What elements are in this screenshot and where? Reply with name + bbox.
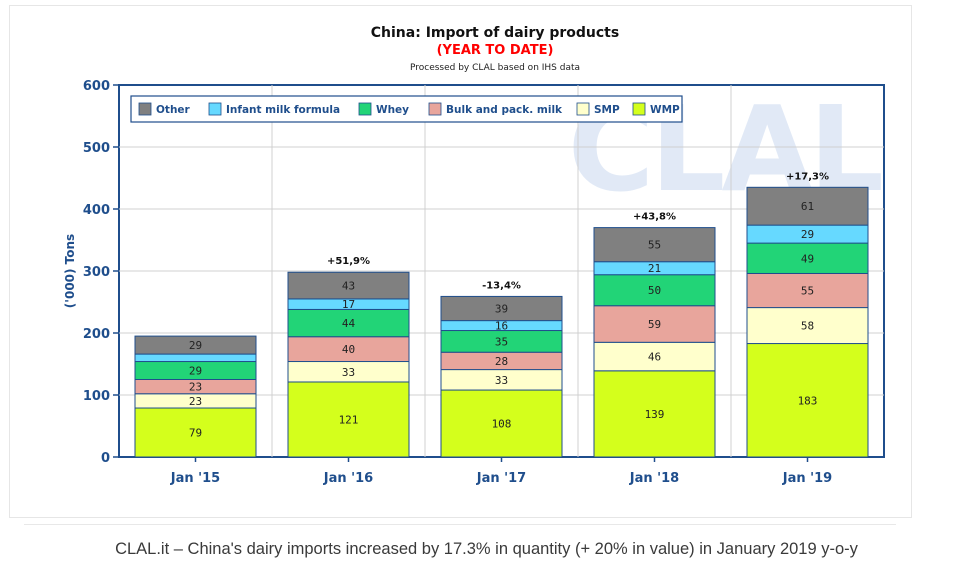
bar-segment [593,370,716,458]
bar-segment [134,353,257,363]
segment-value-label: 79 [189,427,202,440]
segment-value-label: 55 [648,239,661,252]
x-tick-label: Jan '16 [323,471,373,486]
legend-swatch [632,102,646,116]
growth-label: +51,9% [327,256,370,267]
legend-swatch [138,102,152,116]
segment-value-label: 29 [189,339,202,352]
segment-value-label: 50 [648,284,661,297]
legend-swatch [208,102,222,116]
bar-segment [440,295,563,322]
bar-segment [287,308,410,338]
bar-segment [593,274,716,307]
chart-source-note: Processed by CLAL based on IHS data [410,63,580,73]
bar-segment [287,271,410,300]
segment-value-label: 33 [342,366,355,379]
bar-segment [746,186,869,226]
segment-value-label: 35 [495,335,508,348]
bar-segment [287,381,410,458]
y-tick-label: 500 [83,141,110,156]
segment-value-label: 183 [798,394,818,407]
bar-segment [134,335,257,355]
bar-segment [287,336,410,363]
legend-label: Infant milk formula [226,104,340,116]
segment-value-label: 44 [342,317,356,330]
x-tick-label: Jan '18 [629,471,679,486]
y-tick-label: 600 [83,79,110,94]
caption-divider [24,524,896,525]
axis-layer: 0 100 200 300 400 500 600 Jan '15 Jan '16 Jan '17… [83,79,832,486]
y-tick-label: 300 [83,265,110,280]
bar-segment [746,242,869,274]
legend-swatch [358,102,372,116]
legend: Other Infant milk formula Whey Bulk and pac… [130,95,683,123]
legend-label: WMP [650,104,680,116]
segment-value-label: 40 [342,343,355,356]
caption: CLAL.it – China's dairy imports increase… [115,540,858,558]
chart-subtitle: (YEAR TO DATE) [437,43,554,58]
segment-value-label: 23 [189,395,202,408]
segment-value-label: 121 [339,413,359,426]
chart: China: Import of dairy products (YEAR TO… [63,25,885,486]
growth-label: +43,8% [633,212,676,223]
legend-label: Whey [376,104,409,116]
segment-value-label: 43 [342,280,355,293]
segment-value-label: 23 [189,381,202,394]
bar-segment [593,305,716,343]
legend-label: Other [156,104,191,116]
y-tick-label: 200 [83,327,110,342]
segment-value-label: 28 [495,355,508,368]
segment-value-label: 58 [801,320,814,333]
y-tick-label: 100 [83,389,110,404]
y-tick-label: 0 [101,451,110,466]
legend-swatch [576,102,590,116]
segment-value-label: 39 [495,303,508,316]
segment-value-label: 49 [801,252,814,265]
legend-label: Bulk and pack. milk [446,104,563,116]
segment-value-label: 59 [648,318,661,331]
legend-label: SMP [594,104,620,116]
bar-segment [746,307,869,345]
segment-value-label: 17 [342,298,355,311]
segment-value-label: 55 [801,285,814,298]
bar-segment [593,227,716,263]
bar-segment [593,341,716,372]
legend-box [130,95,683,123]
growth-label: -13,4% [482,280,521,291]
segment-value-label: 21 [648,262,661,275]
segment-value-label: 108 [492,418,512,431]
segment-value-label: 46 [648,351,661,364]
y-tick-label: 400 [83,203,110,218]
segment-value-label: 33 [495,374,508,387]
segment-value-label: 29 [801,228,814,241]
y-axis-label: ('000) Tons [63,234,77,308]
growth-label: +17,3% [786,171,829,182]
segment-value-label: 139 [645,408,665,421]
x-tick-label: Jan '15 [170,471,220,486]
segment-value-label: 29 [189,365,202,378]
x-tick-label: Jan '17 [476,471,526,486]
x-tick-label: Jan '19 [782,471,832,486]
chart-title: China: Import of dairy products [371,25,619,41]
legend-swatch [428,102,442,116]
segment-value-label: 61 [801,200,814,213]
segment-value-label: 16 [495,320,508,333]
